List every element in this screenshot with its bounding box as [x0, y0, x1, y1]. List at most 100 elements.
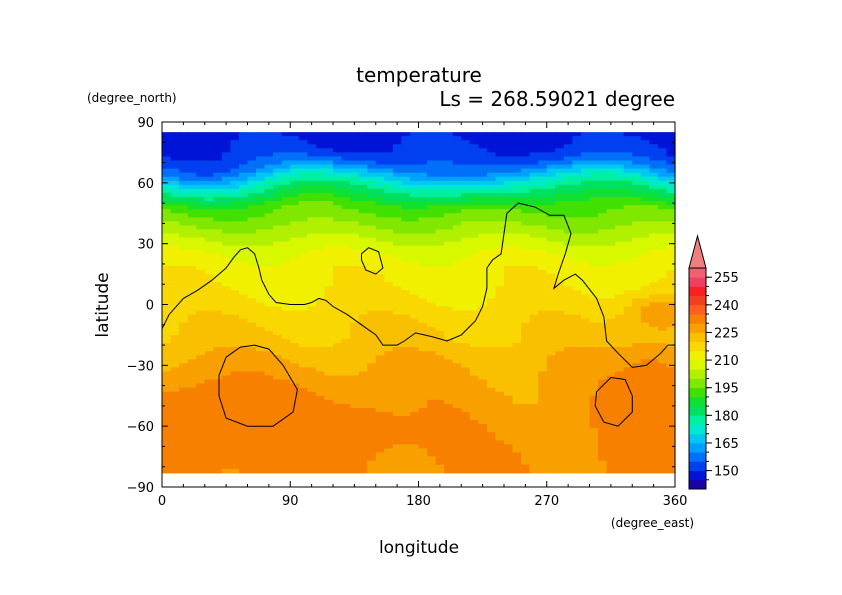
field-cell [563, 176, 573, 182]
field-cell [555, 460, 565, 466]
field-cell [401, 420, 411, 425]
field-cell [580, 278, 591, 283]
field-cell [632, 306, 642, 312]
field-cell [179, 407, 189, 413]
field-cell [273, 310, 283, 316]
field-cell [315, 302, 326, 308]
field-cell [264, 338, 274, 344]
field-cell [555, 302, 565, 308]
field-cell [495, 278, 505, 283]
field-cell [307, 176, 317, 182]
field-cell [512, 136, 522, 141]
field-cell [512, 270, 522, 275]
field-cell [170, 213, 180, 218]
field-cell [435, 460, 445, 466]
field-cell [444, 132, 454, 137]
field-cell [504, 188, 514, 194]
field-cell [495, 420, 505, 425]
field-cell [179, 387, 189, 393]
field-cell [572, 464, 582, 470]
field-cell [247, 261, 257, 267]
field-cell [358, 306, 368, 312]
field-cell [452, 192, 462, 198]
field-cell [187, 229, 197, 235]
field-cell [546, 395, 556, 401]
field-cell [444, 148, 454, 154]
field-cell [333, 184, 343, 190]
field-cell [563, 148, 573, 154]
field-cell [298, 314, 308, 320]
field-cell [632, 403, 642, 409]
field-cell [264, 367, 274, 373]
field-cell [324, 205, 334, 210]
field-cell [273, 367, 283, 373]
field-cell [358, 132, 368, 137]
field-cell [375, 416, 385, 421]
field-cell [598, 245, 608, 251]
field-cell [657, 140, 668, 145]
field-cell [657, 391, 668, 397]
field-cell [307, 452, 317, 458]
field-cell [529, 298, 539, 304]
field-cell [238, 407, 249, 413]
field-cell [162, 452, 172, 458]
field-cell [162, 237, 172, 243]
field-cell [230, 176, 240, 182]
field-cell [623, 270, 633, 275]
field-cell [256, 407, 266, 413]
field-cell [179, 257, 189, 263]
field-cell [324, 152, 334, 158]
field-cell [333, 343, 343, 348]
field-cell [427, 351, 437, 356]
field-cell [418, 172, 428, 178]
field-cell [632, 205, 642, 210]
field-cell [273, 436, 283, 441]
field-cell [606, 355, 616, 360]
field-cell [589, 229, 599, 235]
field-cell [657, 225, 668, 231]
field-cell [469, 148, 479, 154]
field-cell [632, 132, 642, 137]
field-cell [204, 192, 214, 198]
field-cell [623, 164, 633, 170]
field-cell [589, 326, 599, 332]
field-cell [384, 233, 394, 239]
field-cell [666, 176, 676, 182]
field-cell [572, 140, 582, 145]
field-cell [486, 399, 497, 405]
field-cell [333, 399, 343, 405]
field-cell [546, 168, 556, 174]
field-cell [204, 156, 214, 162]
field-cell [221, 456, 231, 462]
field-cell [350, 411, 360, 417]
field-cell [196, 257, 206, 263]
field-cell [538, 172, 548, 178]
field-cell [401, 456, 411, 462]
field-cell [649, 160, 659, 166]
field-cell [555, 233, 565, 239]
field-cell [444, 168, 454, 174]
field-cell [367, 420, 377, 425]
field-cell [401, 334, 411, 340]
field-cell [623, 245, 633, 251]
field-cell [298, 343, 308, 348]
field-cell [572, 318, 582, 324]
field-cell [375, 411, 385, 417]
field-cell [598, 156, 608, 162]
field-cell [538, 343, 548, 348]
field-cell [606, 245, 616, 251]
field-cell [546, 192, 556, 198]
field-cell [589, 205, 599, 210]
field-cell [461, 432, 471, 437]
field-cell [230, 197, 240, 202]
field-cell [333, 338, 343, 344]
field-cell [221, 184, 231, 190]
field-cell [341, 363, 351, 368]
field-cell [247, 440, 257, 446]
field-cell [230, 306, 240, 312]
field-cell [598, 144, 608, 149]
field-cell [179, 274, 189, 279]
field-cell [649, 371, 659, 377]
field-cell [384, 460, 394, 466]
field-cell [435, 318, 445, 324]
